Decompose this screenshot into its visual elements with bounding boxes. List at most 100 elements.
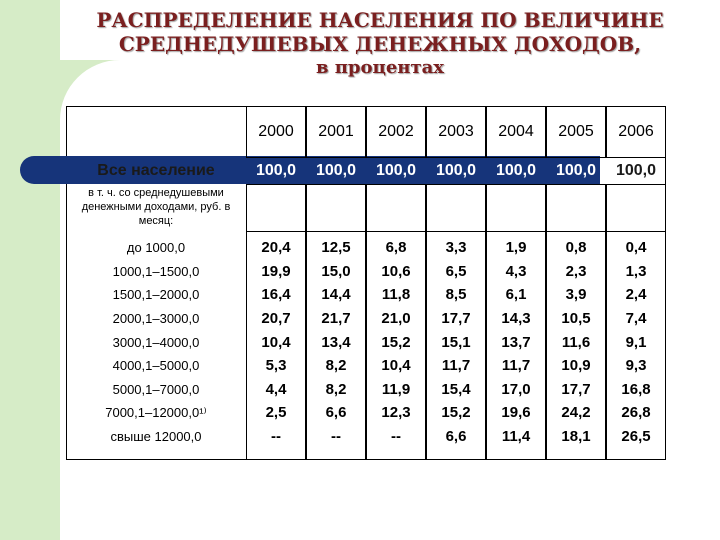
- cell-value: --: [391, 428, 401, 446]
- cell-value: 10,6: [381, 262, 411, 280]
- year-column-divider-2: [366, 184, 426, 232]
- year-header-6: 2006: [606, 106, 666, 158]
- cell-value: 6,6: [325, 404, 347, 422]
- cell-value: 2,5: [265, 404, 287, 422]
- cell-value: 13,4: [321, 333, 351, 351]
- cell-value: 11,7: [501, 357, 531, 375]
- cell-value: 11,4: [501, 428, 531, 446]
- all-population-value-4: 100,0: [495, 162, 537, 179]
- title-line-1: РАСПРЕДЕЛЕНИЕ НАСЕЛЕНИЯ ПО ВЕЛИЧИНЕ: [96, 8, 664, 32]
- year-column-divider-5: [546, 184, 606, 232]
- year-header-3: 2003: [426, 106, 486, 158]
- cell-value: 1,9: [505, 239, 527, 257]
- cell-value: 11,7: [441, 357, 471, 375]
- cell-value: 8,2: [325, 380, 347, 398]
- cell-value: 6,6: [445, 428, 467, 446]
- cell-value: 4,3: [505, 262, 527, 280]
- decorative-green-strip: [0, 0, 60, 540]
- year-header-1: 2001: [306, 106, 366, 158]
- all-population-value-2: 100,0: [375, 162, 417, 179]
- cell-value: 6,5: [445, 262, 467, 280]
- cell-value: 5,3: [265, 357, 287, 375]
- cell-value: 15,2: [441, 404, 471, 422]
- title-line-2: СРЕДНЕДУШЕВЫХ ДЕНЕЖНЫХ ДОХОДОВ,: [118, 32, 642, 56]
- title-line-3: в процентах: [315, 57, 444, 78]
- cell-value: 19,9: [261, 262, 291, 280]
- cell-value: 17,7: [441, 310, 471, 328]
- row-label-8: свыше 12000,0: [110, 429, 202, 445]
- row-label-0: до 1000,0: [126, 240, 186, 256]
- cell-value: 20,7: [261, 310, 291, 328]
- year-header-4: 2004: [486, 106, 546, 158]
- cell-value: 3,3: [445, 239, 467, 257]
- row-label-7: 7000,1–12000,0¹⁾: [105, 404, 207, 420]
- cell-value: --: [331, 428, 341, 446]
- cell-value: 9,3: [625, 357, 647, 375]
- cell-value: 15,1: [441, 333, 471, 351]
- cell-value: 15,2: [381, 333, 411, 351]
- row-label-2: 1500,1–2000,0: [112, 287, 200, 303]
- all-population-value-3: 100,0: [435, 162, 477, 179]
- cell-value: 10,5: [561, 310, 591, 328]
- cell-value: 11,9: [381, 380, 411, 398]
- cell-value: 21,7: [321, 310, 351, 328]
- all-population-value-5: 100,0: [555, 162, 597, 179]
- cell-value: 26,8: [621, 404, 651, 422]
- cell-value: 14,3: [501, 310, 531, 328]
- cell-value: 16,4: [261, 286, 291, 304]
- all-population-value-1: 100,0: [315, 162, 357, 179]
- cell-value: 20,4: [261, 239, 291, 257]
- cell-value: 15,4: [441, 380, 471, 398]
- cell-value: 11,6: [561, 333, 591, 351]
- year-header-0: 2000: [246, 106, 306, 158]
- all-population-highlight-bar: [20, 156, 600, 184]
- cell-value: 12,3: [381, 404, 411, 422]
- cell-value: 10,9: [561, 357, 591, 375]
- cell-value: 12,5: [321, 239, 351, 257]
- cell-value: 24,2: [561, 404, 591, 422]
- year-column-divider-4: [486, 184, 546, 232]
- cell-value: 6,1: [505, 286, 527, 304]
- cell-value: 7,4: [625, 310, 647, 328]
- breakdown-note: в т. ч. со среднедушевыми денежными дохо…: [81, 187, 231, 227]
- cell-value: 1,3: [625, 262, 647, 280]
- cell-value: 10,4: [261, 333, 291, 351]
- cell-value: 2,4: [625, 286, 647, 304]
- row-label-4: 3000,1–4000,0: [112, 334, 200, 350]
- cell-value: 21,0: [381, 310, 411, 328]
- all-population-label: Все население: [97, 162, 215, 179]
- year-header-2: 2002: [366, 106, 426, 158]
- cell-value: --: [271, 428, 281, 446]
- cell-value: 4,4: [265, 380, 287, 398]
- cell-value: 26,5: [621, 428, 651, 446]
- cell-value: 13,7: [501, 333, 531, 351]
- year-column-divider-3: [426, 184, 486, 232]
- cell-value: 19,6: [501, 404, 531, 422]
- row-label-6: 5000,1–7000,0: [112, 381, 200, 397]
- cell-value: 8,5: [445, 286, 467, 304]
- year-header-5: 2005: [546, 106, 606, 158]
- all-population-value-0: 100,0: [255, 162, 297, 179]
- cell-value: 17,0: [501, 380, 531, 398]
- slide-title: РАСПРЕДЕЛЕНИЕ НАСЕЛЕНИЯ ПО ВЕЛИЧИНЕ СРЕД…: [60, 8, 700, 80]
- cell-value: 8,2: [325, 357, 347, 375]
- row-label-5: 4000,1–5000,0: [112, 358, 200, 374]
- cell-value: 2,3: [565, 262, 587, 280]
- cell-value: 9,1: [625, 333, 647, 351]
- cell-value: 3,9: [565, 286, 587, 304]
- cell-value: 10,4: [381, 357, 411, 375]
- cell-value: 18,1: [561, 428, 591, 446]
- row-label-1: 1000,1–1500,0: [112, 263, 200, 279]
- cell-value: 14,4: [321, 286, 351, 304]
- cell-value: 15,0: [321, 262, 351, 280]
- year-column-divider-1: [306, 184, 366, 232]
- cell-value: 17,7: [561, 380, 591, 398]
- row-label-3: 2000,1–3000,0: [112, 311, 200, 327]
- cell-value: 11,8: [381, 286, 411, 304]
- year-column-divider-6: [606, 184, 666, 232]
- all-population-value-6: 100,0: [615, 162, 657, 179]
- cell-value: 16,8: [621, 380, 651, 398]
- cell-value: 0,4: [625, 239, 647, 257]
- cell-value: 6,8: [385, 239, 407, 257]
- year-column-divider-0: [246, 184, 306, 232]
